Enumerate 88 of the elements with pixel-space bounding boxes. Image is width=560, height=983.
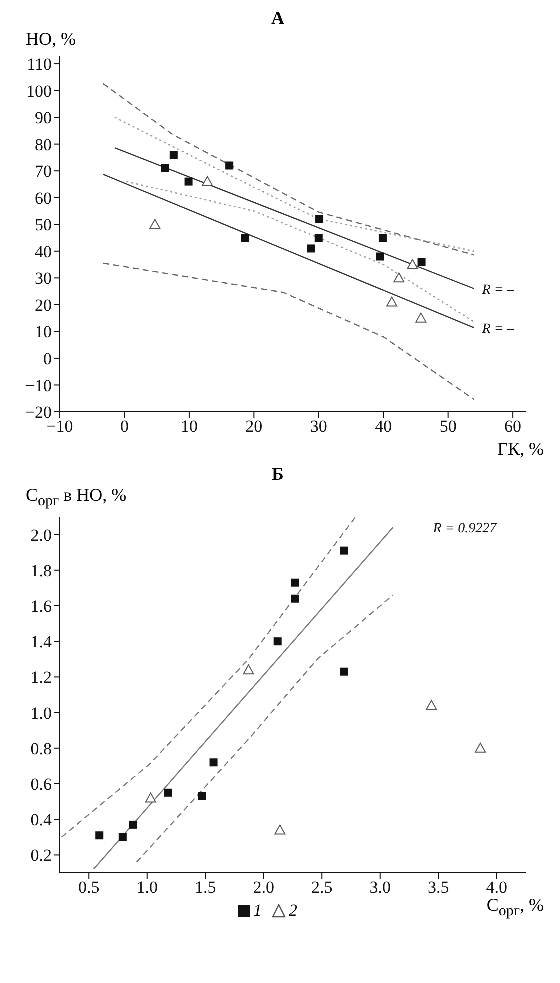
point <box>314 234 323 242</box>
y-tick-label: 1.2 <box>30 668 52 687</box>
x-tick-label: 3.5 <box>428 878 450 897</box>
point <box>378 234 387 242</box>
y-tick-label: 2.0 <box>30 525 52 544</box>
y-tick-label: 40 <box>35 242 52 262</box>
x-tick-label: 30 <box>310 417 328 436</box>
point <box>202 176 214 186</box>
y-tick-label: 100 <box>26 82 52 101</box>
annotation: R = 0.9227 <box>432 521 498 536</box>
point <box>316 215 324 224</box>
point <box>475 742 486 752</box>
point <box>307 244 316 253</box>
point <box>96 831 104 840</box>
x-tick-label: 10 <box>180 417 198 436</box>
point <box>274 637 282 646</box>
y-tick-label: 10 <box>35 322 52 342</box>
point <box>210 758 218 766</box>
point <box>170 151 178 160</box>
point <box>161 164 170 172</box>
y-tick-label: 1.0 <box>30 703 52 722</box>
point <box>198 792 206 800</box>
y-tick-label: 60 <box>35 188 52 208</box>
x-axis-title: ГК, % <box>498 439 544 460</box>
legend-label: 2 <box>289 900 298 921</box>
chart-title: Б <box>271 464 285 485</box>
y-tick-label: 0.2 <box>30 846 52 865</box>
x-tick-label: 40 <box>375 417 392 436</box>
y-tick-label: 80 <box>35 135 52 154</box>
line-series <box>102 262 475 400</box>
y-tick-label: −10 <box>25 376 52 396</box>
y-tick-label: 1.4 <box>30 632 52 652</box>
y-tick-label: 90 <box>35 108 52 128</box>
point <box>129 820 138 829</box>
annotation: R = – <box>481 282 516 298</box>
x-tick-label: 2.5 <box>312 878 333 897</box>
x-tick-label: 2.0 <box>253 878 274 897</box>
y-tick-label: 0.6 <box>30 774 52 794</box>
point <box>226 162 234 170</box>
point <box>376 252 384 261</box>
point <box>164 788 172 796</box>
point <box>340 667 348 676</box>
point <box>291 578 300 586</box>
point <box>386 296 398 307</box>
point <box>418 258 426 266</box>
point <box>274 824 286 834</box>
y-tick-label: 20 <box>35 296 52 315</box>
point <box>426 700 438 710</box>
x-tick-label: 3.0 <box>370 878 391 897</box>
x-tick-label: 50 <box>440 417 457 436</box>
line-series <box>114 116 475 252</box>
line-series <box>102 83 475 256</box>
point <box>150 219 161 230</box>
x-tick-label: 0.5 <box>78 878 100 897</box>
point <box>243 664 254 674</box>
point <box>416 312 427 323</box>
x-tick-label: 1.0 <box>136 878 158 897</box>
legend-label: 1 <box>254 900 262 921</box>
point <box>291 594 300 602</box>
x-tick-label: 20 <box>246 417 263 436</box>
x-axis-title: C$_{орг}$, % <box>486 895 544 921</box>
y-axis-title: НО, % <box>26 29 77 50</box>
line-series <box>136 594 394 863</box>
y-axis-title: C$_{орг}$ в НО, % <box>26 485 128 511</box>
y-tick-label: 0.4 <box>30 810 52 830</box>
line-series <box>61 516 357 838</box>
y-tick-label: 0 <box>44 350 52 368</box>
point <box>118 832 127 841</box>
y-tick-label: 50 <box>35 216 52 235</box>
point <box>394 272 405 283</box>
x-tick-label: 60 <box>504 417 522 436</box>
point <box>145 792 156 802</box>
y-tick-label: 70 <box>35 162 52 182</box>
point <box>407 259 418 270</box>
point <box>241 234 250 242</box>
chart-title: А <box>270 8 286 29</box>
annotation: R = – <box>481 322 516 337</box>
x-tick-label: 0 <box>120 417 129 436</box>
y-tick-label: −20 <box>25 403 52 422</box>
point <box>184 178 193 186</box>
y-tick-label: 110 <box>27 55 52 74</box>
y-tick-label: 1.8 <box>30 561 52 580</box>
x-tick-label: 1.5 <box>195 878 216 897</box>
x-tick-label: 4.0 <box>486 878 508 897</box>
y-tick-label: 0.8 <box>30 739 52 758</box>
y-tick-label: 1.6 <box>30 596 52 616</box>
y-tick-label: 30 <box>35 269 52 288</box>
point <box>340 546 348 554</box>
